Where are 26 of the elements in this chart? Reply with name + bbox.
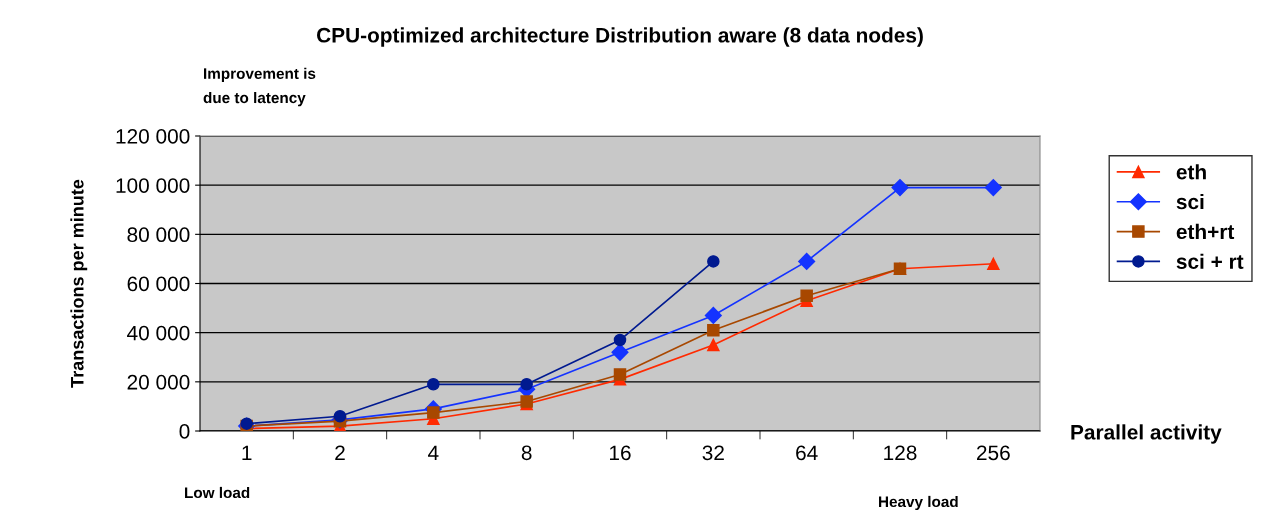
x-tick-label: 8 bbox=[521, 445, 532, 461]
legend-label: eth+rt bbox=[1176, 223, 1235, 240]
text: Improvement is due to latency bbox=[203, 67, 316, 107]
x-tick-label: 1 bbox=[242, 445, 252, 460]
y-tick-label: 0 bbox=[179, 424, 190, 439]
y-tick-label: 20 000 bbox=[127, 374, 190, 390]
legend-label: sci bbox=[1176, 193, 1204, 210]
y-tick-label: 60 000 bbox=[127, 276, 190, 292]
x-tick-label: 4 bbox=[428, 445, 439, 460]
y-tick-label: 40 000 bbox=[127, 325, 190, 341]
x-tick-label: 32 bbox=[702, 445, 724, 461]
x-axis-title: Parallel activity bbox=[1071, 424, 1222, 444]
x-tick-label: 128 bbox=[884, 445, 917, 461]
x-tick-label: 64 bbox=[796, 445, 818, 461]
y-tick-label: 120 000 bbox=[116, 129, 190, 144]
text: Low load bbox=[185, 486, 250, 499]
x-tick-label: 16 bbox=[610, 445, 631, 461]
text: Heavy load bbox=[879, 495, 958, 511]
chart-title: CPU-optimized architecture Distribution aware (8 data nodes) bbox=[317, 27, 923, 47]
y-tick-label: 100 000 bbox=[116, 178, 190, 193]
y-tick-label: 80 000 bbox=[127, 227, 190, 243]
legend-label: sci + rt bbox=[1176, 253, 1244, 269]
legend-label: eth bbox=[1176, 164, 1206, 180]
x-tick-label: 2 bbox=[335, 445, 345, 460]
x-tick-label: 256 bbox=[977, 445, 1010, 461]
y-axis-title: Transactions per minute bbox=[70, 179, 88, 388]
